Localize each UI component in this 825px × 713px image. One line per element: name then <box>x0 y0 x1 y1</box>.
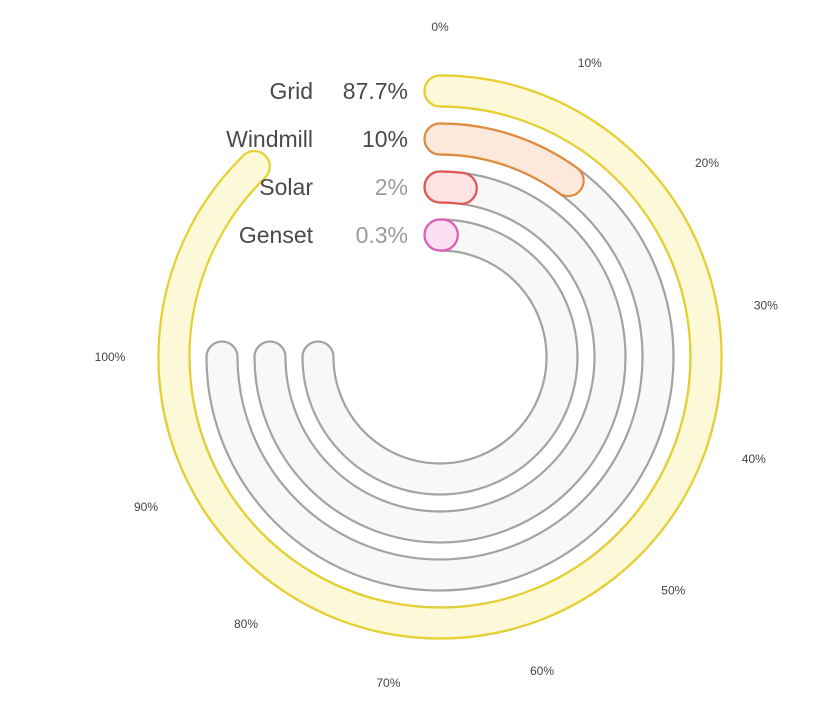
tick-label-9: 90% <box>134 500 158 514</box>
bar-windmill[interactable] <box>423 122 585 198</box>
tick-label-7: 70% <box>376 676 400 690</box>
tick-label-2: 20% <box>695 156 719 170</box>
tick-label-0: 0% <box>431 20 449 34</box>
legend-value-genset: 0.3% <box>356 222 408 248</box>
tick-label-6: 60% <box>530 664 554 678</box>
tick-label-3: 30% <box>754 298 778 312</box>
legend-name-genset: Genset <box>239 222 314 248</box>
tick-label-10: 100% <box>95 350 126 364</box>
track-genset <box>301 218 579 496</box>
tick-label-1: 10% <box>578 56 602 70</box>
track-windmill <box>205 122 675 592</box>
bar-grid[interactable] <box>157 74 723 640</box>
bar-solar[interactable] <box>423 170 478 205</box>
tick-label-8: 80% <box>234 617 258 631</box>
legend-value-solar: 2% <box>375 174 408 200</box>
tick-label-layer: 0% 10% 20% 30% 40% 50% 60% 70% 80% 90% 100% <box>95 20 779 690</box>
track-solar <box>253 170 627 544</box>
bar-genset[interactable] <box>423 218 459 252</box>
legend-name-grid: Grid <box>270 78 313 104</box>
legend-name-windmill: Windmill <box>226 126 313 152</box>
legend: Grid 87.7% Windmill 10% Solar 2% Genset 0.3% <box>226 78 408 248</box>
legend-value-grid: 87.7% <box>343 78 408 104</box>
legend-value-windmill: 10% <box>362 126 408 152</box>
legend-name-solar: Solar <box>259 174 313 200</box>
tick-label-5: 50% <box>661 583 685 597</box>
bar-layer <box>157 74 723 640</box>
tick-label-4: 40% <box>742 452 766 466</box>
